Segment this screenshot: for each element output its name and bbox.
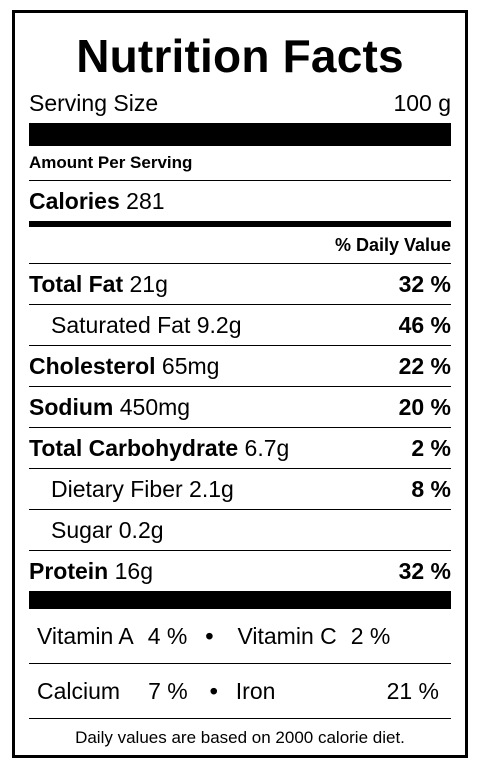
vitamin-daily-value: 21 %: [386, 677, 439, 704]
nutrient-row-sodium: Sodium 450mg 20 %: [29, 387, 451, 428]
nutrient-row-sugar: Sugar 0.2g: [29, 510, 451, 551]
serving-size-row: Serving Size 100 g: [29, 83, 451, 124]
nutrient-row-saturated-fat: Saturated Fat 9.2g 46 %: [29, 305, 451, 346]
nutrient-row-cholesterol: Cholesterol 65mg 22 %: [29, 346, 451, 387]
nutrient-row-total-fat: Total Fat 21g 32 %: [29, 264, 451, 305]
serving-size-value: 100 g: [393, 89, 451, 116]
nutrient-amount: 9.2g: [196, 311, 242, 338]
serving-size-label: Serving Size: [29, 89, 159, 116]
vitamin-daily-value: 4 %: [147, 622, 188, 649]
nutrient-name: Protein: [29, 557, 109, 584]
nutrient-daily-value: 20 %: [398, 393, 451, 420]
vitamin-name: Vitamin A: [37, 622, 134, 649]
medium-divider: [29, 221, 451, 227]
label-title: Nutrition Facts: [76, 30, 404, 82]
daily-value-header-label: % Daily Value: [334, 234, 451, 255]
vitamin-row-2: Calcium 7 % • Iron 21 %: [29, 664, 451, 719]
vitamin-row-1: Vitamin A 4 % • Vitamin C 2 %: [29, 609, 451, 664]
calories-value: 281: [126, 187, 165, 214]
nutrient-daily-value: 8 %: [411, 475, 451, 502]
thick-divider: [29, 124, 451, 146]
nutrient-daily-value: 32 %: [398, 557, 451, 584]
nutrient-amount: 0.2g: [118, 516, 164, 543]
nutrient-row-dietary-fiber: Dietary Fiber 2.1g 8 %: [29, 469, 451, 510]
nutrient-amount: 450mg: [119, 393, 191, 420]
amount-per-serving: Amount Per Serving: [29, 146, 451, 181]
calories-row: Calories 281: [29, 181, 451, 221]
vitamin-daily-value: 2 %: [350, 622, 391, 649]
nutrient-row-total-carbohydrate: Total Carbohydrate 6.7g 2 %: [29, 428, 451, 469]
nutrient-name: Total Fat: [29, 270, 124, 297]
nutrient-amount: 6.7g: [244, 434, 290, 461]
nutrient-daily-value: 2 %: [411, 434, 451, 461]
vitamin-name: Iron: [235, 677, 276, 704]
nutrient-daily-value: 46 %: [398, 311, 451, 338]
nutrient-amount: 21g: [129, 270, 168, 297]
nutrition-label: Nutrition Facts Serving Size 100 g Amoun…: [12, 10, 468, 758]
vitamin-daily-value: 7 %: [148, 677, 188, 704]
nutrient-amount: 2.1g: [189, 475, 234, 502]
nutrient-name: Cholesterol: [29, 352, 156, 379]
nutrient-amount: 16g: [114, 557, 153, 584]
nutrient-row-protein: Protein 16g 32 %: [29, 551, 451, 591]
amount-per-serving-label: Amount Per Serving: [29, 153, 193, 172]
separator-dot: •: [205, 622, 214, 649]
vitamin-name: Vitamin C: [237, 622, 337, 649]
nutrient-name: Dietary Fiber: [51, 475, 183, 502]
nutrient-name: Total Carbohydrate: [29, 434, 239, 461]
thick-divider-bottom: [29, 591, 451, 609]
nutrient-name: Saturated Fat: [51, 311, 191, 338]
nutrient-amount: 65mg: [161, 352, 220, 379]
calories-label: Calories: [29, 187, 120, 214]
nutrient-name: Sugar: [51, 516, 113, 543]
footnote: Daily values are based on 2000 calorie d…: [75, 728, 405, 747]
separator-dot: •: [209, 677, 218, 704]
nutrient-name: Sodium: [29, 393, 114, 420]
daily-value-header: % Daily Value: [29, 227, 451, 264]
vitamin-name: Calcium: [37, 677, 121, 704]
nutrient-daily-value: 32 %: [398, 270, 451, 297]
nutrient-daily-value: 22 %: [398, 352, 451, 379]
